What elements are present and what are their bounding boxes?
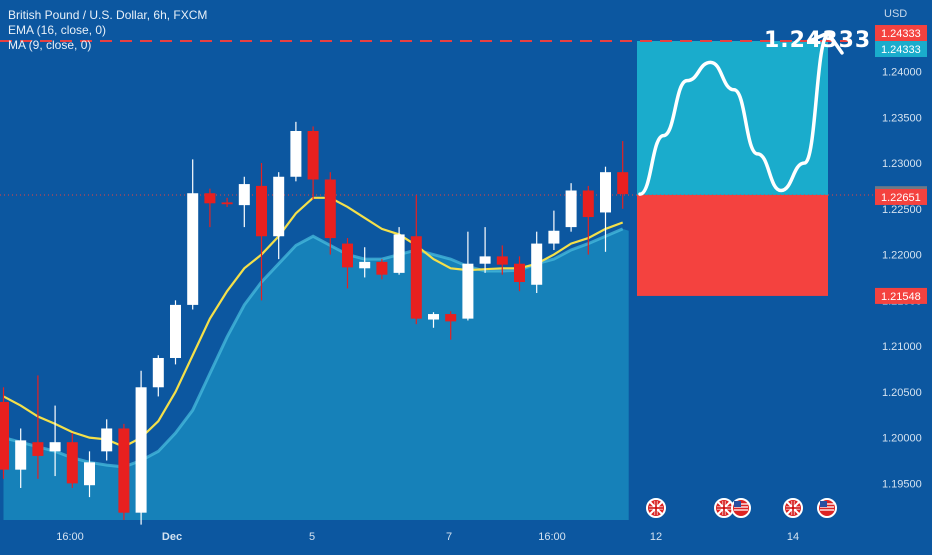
candle-body[interactable]: [376, 261, 388, 275]
candle-body[interactable]: [307, 130, 319, 180]
candle-body[interactable]: [548, 230, 560, 244]
candle-body[interactable]: [15, 440, 27, 470]
ema-legend[interactable]: EMA (16, close, 0): [8, 23, 107, 37]
y-tick-label: 1.22500: [882, 204, 922, 216]
candle-body[interactable]: [359, 261, 371, 269]
candle-body[interactable]: [462, 263, 474, 319]
currency-label: USD: [884, 8, 908, 20]
flag-canton: [820, 501, 827, 507]
candle-body[interactable]: [256, 185, 267, 237]
candle-body[interactable]: [238, 184, 250, 206]
candle-body[interactable]: [342, 243, 353, 268]
price-label-text: 1.24333: [881, 44, 921, 56]
candle-body[interactable]: [514, 263, 525, 283]
chart-legend: British Pound / U.S. Dollar, 6h, FXCM EM…: [8, 8, 207, 53]
x-tick-label: 5: [309, 531, 315, 543]
stop-zone[interactable]: [637, 194, 828, 296]
price-label-stop: [875, 287, 927, 304]
price-label-text: 1.24333: [881, 28, 921, 40]
x-tick-label: 16:00: [56, 531, 84, 543]
candle-body[interactable]: [479, 256, 491, 264]
price-scale[interactable]: [874, 0, 932, 550]
y-tick-label: 1.23500: [882, 112, 922, 124]
candle-body[interactable]: [428, 314, 439, 320]
candle-body[interactable]: [152, 357, 164, 388]
candle-body[interactable]: [204, 193, 216, 204]
price-label-text: 1.21548: [881, 291, 921, 303]
candle-body[interactable]: [617, 172, 629, 195]
candle-body[interactable]: [49, 442, 61, 452]
candle-body[interactable]: [324, 179, 336, 239]
candle-body[interactable]: [393, 234, 405, 273]
projection-arrowhead: [808, 31, 844, 55]
y-tick-label: 1.19500: [882, 478, 922, 490]
x-tick-label: 12: [650, 531, 662, 543]
candle-body[interactable]: [496, 256, 508, 265]
target-price-annotation: 1.24333: [764, 28, 872, 53]
y-tick-label: 1.24000: [882, 66, 922, 78]
candle-body[interactable]: [565, 190, 577, 228]
price-label-entry: [875, 188, 927, 205]
candle-body[interactable]: [187, 193, 199, 305]
y-tick-label: 1.20500: [882, 387, 922, 399]
candle-body[interactable]: [84, 462, 95, 486]
candle-body[interactable]: [273, 176, 285, 237]
x-tick-label: Dec: [162, 531, 182, 543]
price-label-target_red: [875, 25, 927, 42]
flag-canton: [734, 501, 741, 507]
candle-body[interactable]: [118, 428, 130, 513]
candle-body[interactable]: [582, 190, 594, 218]
candle-body[interactable]: [66, 442, 78, 484]
candle-body[interactable]: [531, 243, 543, 285]
candle-body[interactable]: [600, 172, 611, 213]
candle-body[interactable]: [170, 304, 181, 358]
target-zone[interactable]: [637, 41, 828, 195]
symbol-title[interactable]: British Pound / U.S. Dollar, 6h, FXCM: [8, 8, 208, 22]
candle-body[interactable]: [32, 442, 44, 456]
candle-body[interactable]: [135, 387, 147, 513]
candle-body[interactable]: [0, 401, 9, 470]
candle-body[interactable]: [410, 236, 422, 319]
x-tick-label: 14: [787, 531, 799, 543]
y-tick-label: 1.20000: [882, 433, 922, 445]
x-tick-label: 16:00: [538, 531, 566, 543]
y-tick-label: 1.22000: [882, 250, 922, 262]
candle-body[interactable]: [445, 314, 457, 322]
y-tick-label: 1.21000: [882, 341, 922, 353]
ma-legend[interactable]: MA (9, close, 0): [8, 38, 92, 52]
x-tick-label: 7: [446, 531, 452, 543]
candle-body[interactable]: [290, 130, 302, 177]
price-label-target_teal: [875, 41, 927, 58]
y-tick-label: 1.23000: [882, 158, 922, 170]
candle-body[interactable]: [221, 202, 233, 205]
price-label-text: 1.22651: [881, 192, 921, 204]
projection-path: [638, 33, 830, 196]
candle-body[interactable]: [101, 428, 113, 452]
